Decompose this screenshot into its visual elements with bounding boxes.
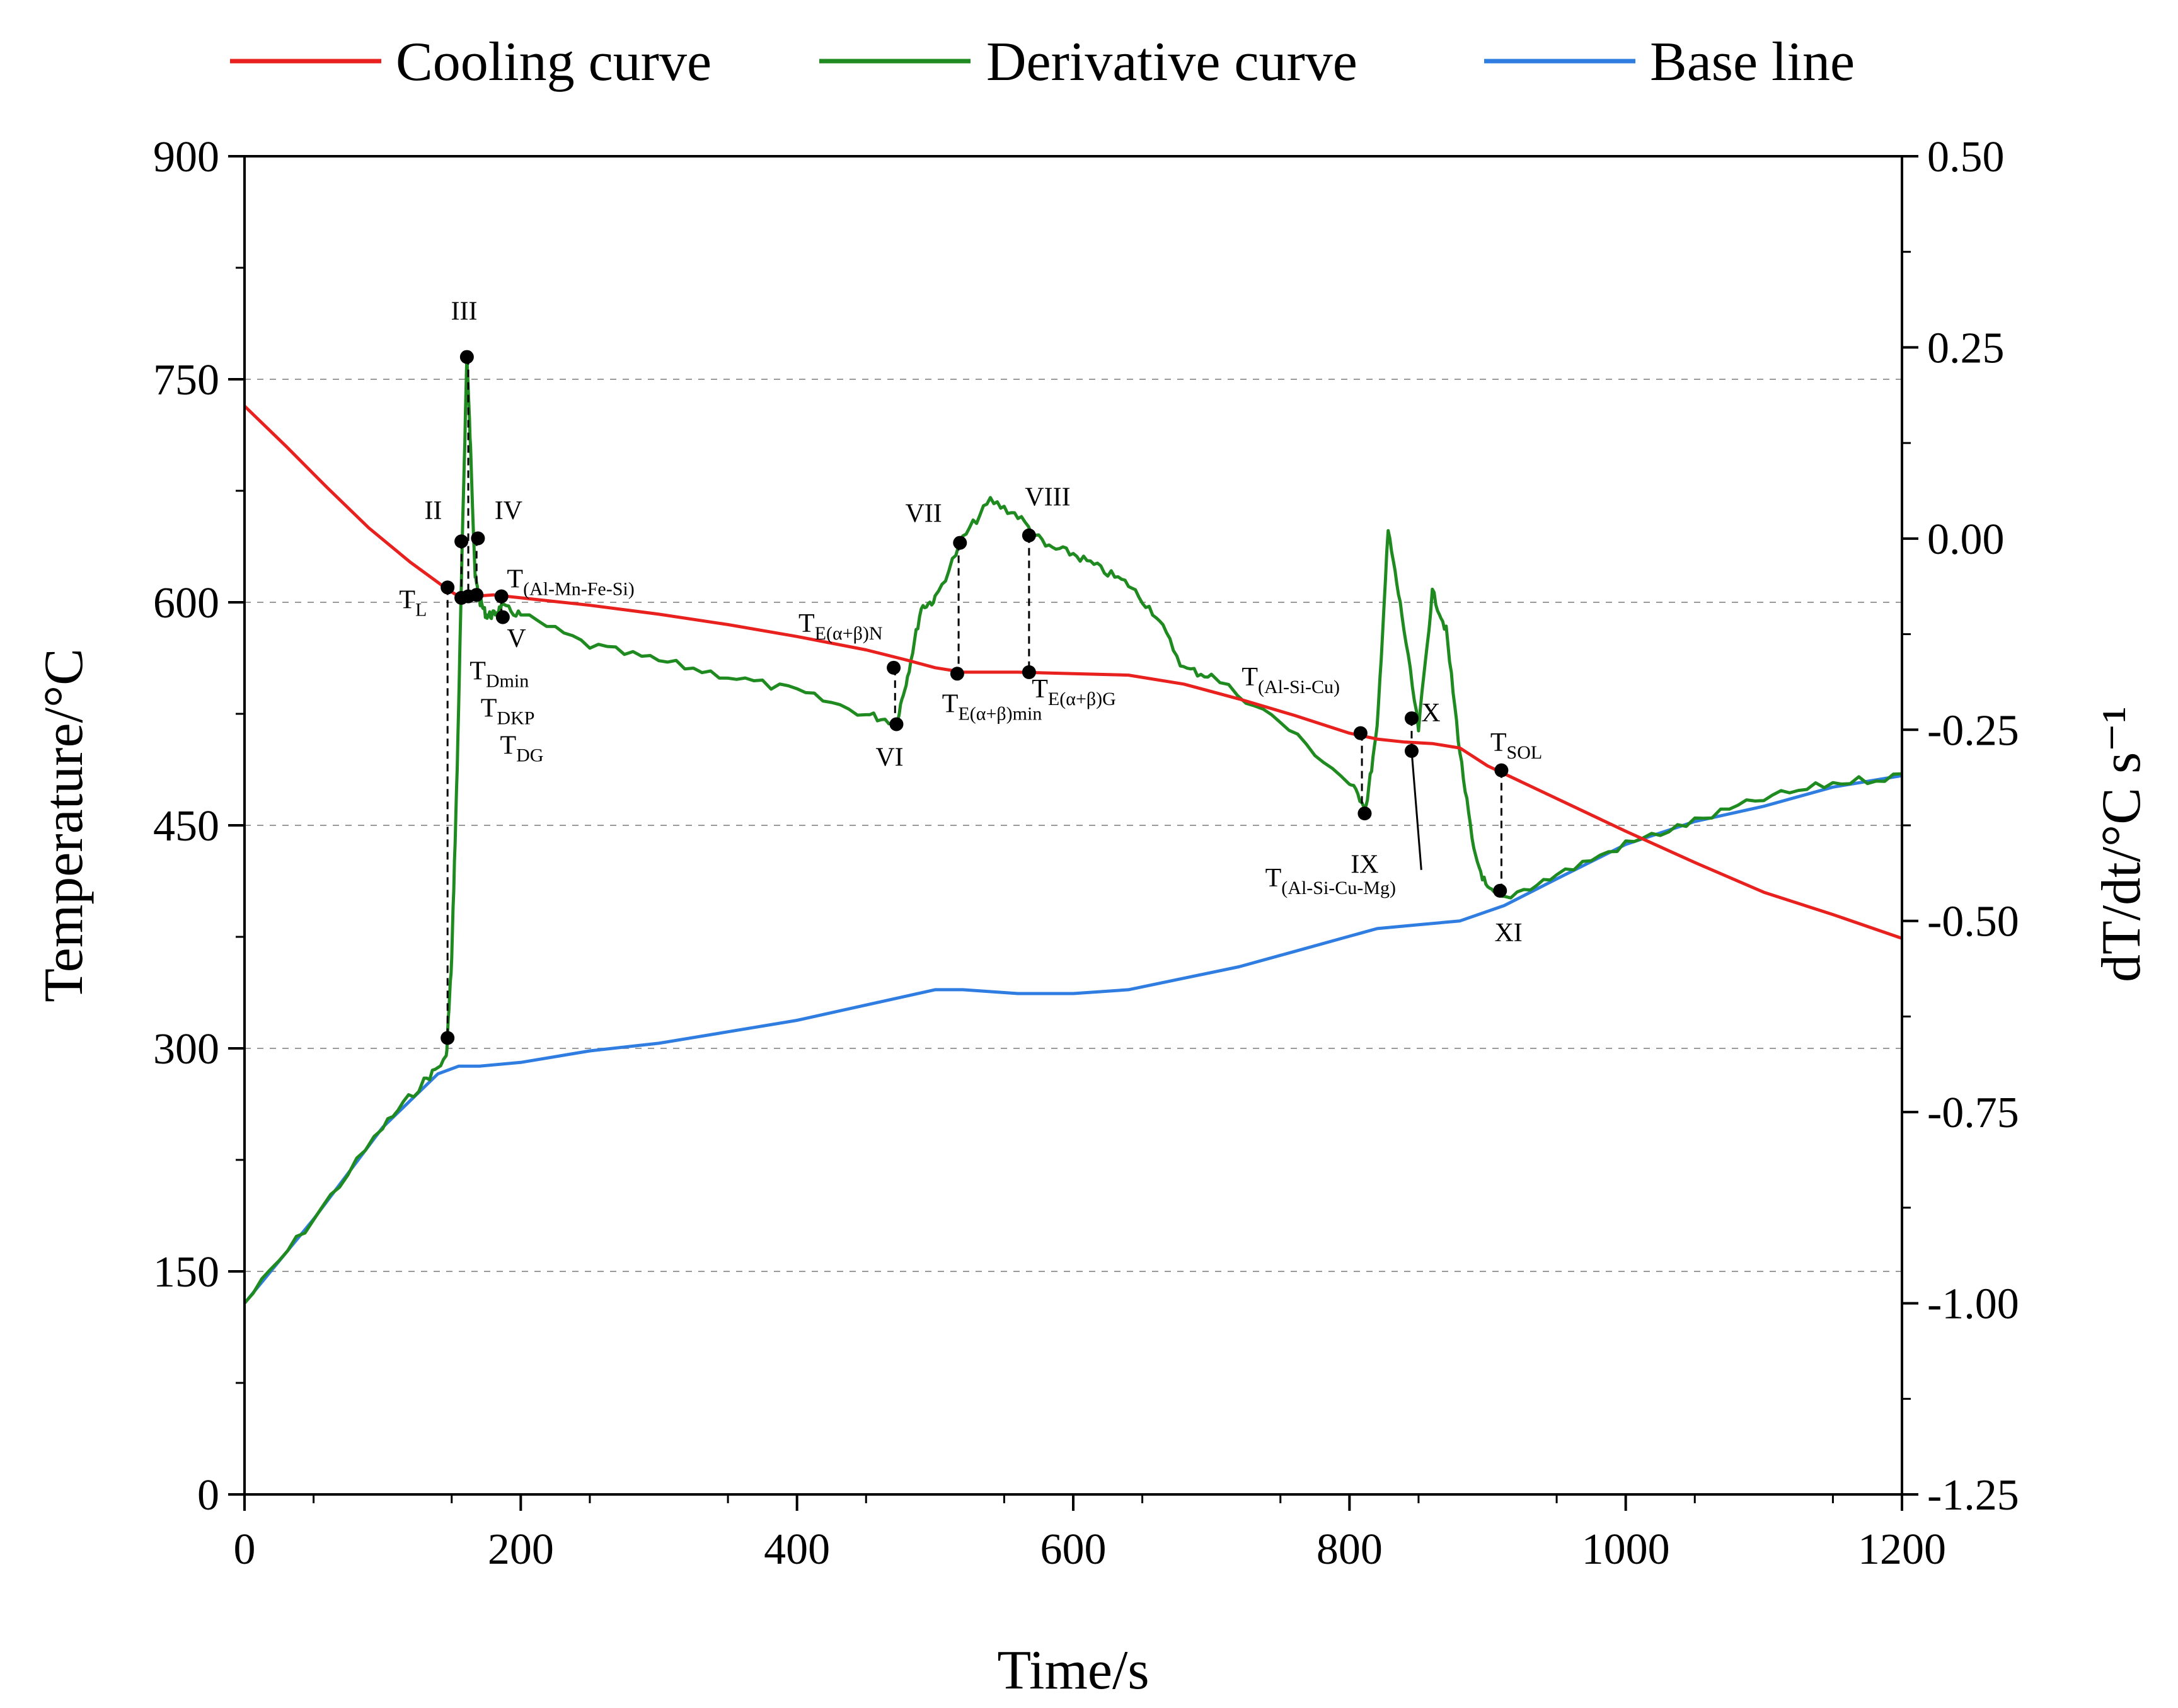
point-marker-VI — [889, 717, 904, 731]
annotation-VI: VI — [875, 743, 903, 772]
point-marker-IX — [1357, 806, 1372, 821]
annotation-TDKP: TDKP — [481, 694, 535, 729]
x-tick-label: 1200 — [1858, 1525, 1946, 1574]
y-right-tick-label: 0.00 — [1927, 515, 2005, 564]
annotation-VII: VII — [905, 500, 942, 529]
x-tick-label: 800 — [1317, 1525, 1383, 1574]
point-marker-T-DG — [470, 588, 484, 602]
point-marker-XI — [1493, 883, 1507, 898]
marker-points — [441, 350, 1509, 1045]
series-layer — [243, 353, 1903, 1305]
y-left-tick-label: 450 — [153, 802, 219, 851]
point-marker-X — [1404, 711, 1419, 726]
annotation-TDmin: TDmin — [470, 657, 529, 692]
point-marker-I — [441, 1031, 455, 1045]
annotation-TSOL: TSOL — [1490, 728, 1542, 763]
plot-frame — [243, 155, 1903, 1496]
point-marker-VIII — [1022, 528, 1036, 542]
annotation-XI: XI — [1494, 919, 1522, 948]
series-line-derivative-curve — [243, 353, 1903, 1305]
annotation-T_AlMnFeSi: T(Al-Mn-Fe-Si) — [507, 565, 634, 599]
point-marker-T-Al-Si-Cu-Mg- — [1404, 744, 1419, 758]
point-marker-T-E-G — [1022, 665, 1036, 679]
x-tick-label: 600 — [1040, 1525, 1107, 1574]
annotation-VIII: VIII — [1025, 483, 1070, 512]
y-left-tick-label: 300 — [153, 1025, 219, 1074]
annotation-TAlSiCuMg: T(Al-Si-Cu-Mg) — [1265, 864, 1396, 898]
point-marker-T-SOL — [1494, 763, 1509, 777]
point-marker-T-Al-Mn-Fe-Si- — [494, 589, 509, 604]
legend: Cooling curve Derivative curve Base line — [230, 32, 1855, 93]
y-right-tick-label: -0.25 — [1927, 706, 2019, 755]
y-axis-left-title: Temperature/°C — [33, 648, 95, 1002]
annotation-IX: IX — [1351, 851, 1378, 880]
point-marker-II — [454, 534, 469, 549]
y-left-tick-label: 150 — [153, 1248, 219, 1297]
annotation-II: II — [424, 496, 442, 525]
x-axis-title: Time/s — [997, 1640, 1149, 1701]
dashed-links — [446, 357, 1502, 1038]
y-right-tick-label: -1.25 — [1927, 1471, 2019, 1520]
y-left-tick-label: 600 — [153, 579, 219, 628]
annotation-TAlSiCu: T(Al-Si-Cu) — [1242, 663, 1340, 697]
point-marker-T-E-N — [887, 660, 901, 675]
y-axis-right-title: dT/dt/°C s⁻¹ — [2091, 706, 2152, 982]
point-marker-V — [495, 610, 510, 624]
annotation-TDG: TDG — [500, 731, 543, 766]
point-marker-T-L — [441, 580, 455, 595]
leader-line — [1410, 750, 1422, 870]
point-marker-III — [459, 350, 474, 364]
x-tick-label: 200 — [488, 1525, 554, 1574]
legend-label-derivative: Derivative curve — [986, 32, 1357, 93]
annotation-TL: TL — [399, 585, 427, 620]
y-left-tick-label: 0 — [197, 1471, 219, 1520]
annotation-V: V — [507, 624, 526, 653]
y-right-tick-label: -0.75 — [1927, 1089, 2019, 1137]
x-tick-label: 0 — [234, 1525, 256, 1574]
x-tick-label: 400 — [764, 1525, 830, 1574]
y-right-tick-label: 0.50 — [1927, 133, 2005, 181]
y-axis-right: -1.25 -1.00 -0.75 -0.50 -0.25 0.00 0.25 0.50 — [1902, 133, 2019, 1520]
legend-label-cooling: Cooling curve — [396, 32, 712, 93]
point-marker-T-E-min — [950, 667, 964, 681]
y-right-tick-label: 0.25 — [1927, 324, 2005, 372]
annotation-III: III — [451, 297, 477, 326]
point-marker-T-Al-Si-Cu- — [1353, 726, 1368, 740]
legend-label-baseline: Base line — [1650, 32, 1855, 93]
y-right-tick-label: -1.00 — [1927, 1280, 2019, 1329]
point-marker-VII — [953, 536, 967, 550]
y-axis-left: 0 150 300 450 600 750 900 — [153, 133, 245, 1520]
annotation-TEG: TE(α+β)G — [1032, 675, 1116, 709]
gridlines — [245, 379, 1902, 1272]
x-axis: 0 200 400 600 800 1000 1200 — [234, 1494, 1946, 1574]
point-marker-IV — [471, 531, 485, 546]
annotation-X: X — [1421, 699, 1440, 728]
annotation-TEN: TE(α+β)N — [798, 609, 883, 644]
annotation-TEmin: TE(α+β)min — [942, 690, 1042, 725]
annotation-IV: IV — [495, 496, 522, 525]
y-right-tick-label: -0.50 — [1927, 898, 2019, 946]
y-left-tick-label: 750 — [153, 356, 219, 404]
y-left-tick-label: 900 — [153, 133, 219, 181]
series-line-base-line — [243, 774, 1903, 1305]
x-tick-label: 1000 — [1582, 1525, 1670, 1574]
